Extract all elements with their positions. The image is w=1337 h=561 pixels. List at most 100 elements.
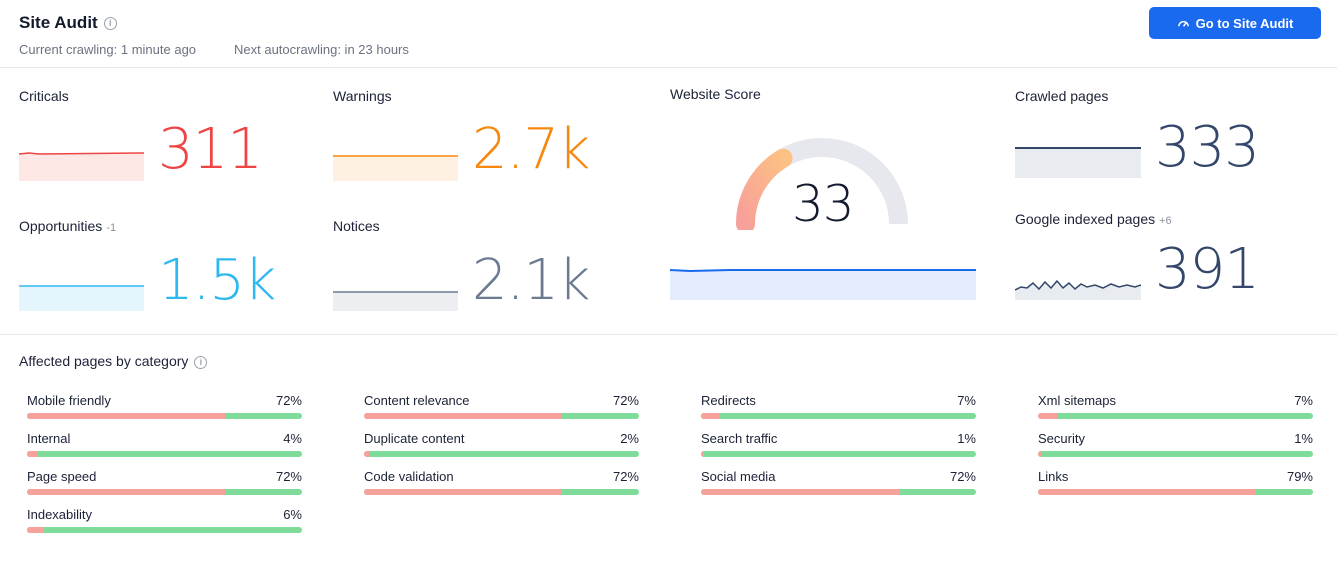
category-progress-fill — [701, 413, 721, 419]
category-progress-bar — [27, 451, 302, 457]
category-progress-fill — [1038, 489, 1256, 495]
category-progress-fill — [364, 489, 562, 495]
crawled-pages-sparkline — [1015, 147, 1141, 178]
category-progress-bar — [364, 489, 639, 495]
category-progress-bar — [701, 413, 976, 419]
category-progress-bar — [27, 413, 302, 419]
category-item[interactable]: Content relevance 72% — [364, 393, 639, 419]
category-percent: 72% — [275, 469, 302, 484]
opportunities-label: Opportunities -1 — [19, 218, 116, 234]
google-indexed-sparkline — [1015, 279, 1141, 300]
next-autocrawling: Next autocrawling: in 23 hours — [234, 42, 409, 57]
category-label: Xml sitemaps — [1038, 393, 1117, 408]
category-percent: 6% — [283, 507, 302, 522]
category-label: Internal — [27, 431, 71, 446]
category-progress-fill — [364, 413, 562, 419]
button-label: Go to Site Audit — [1195, 15, 1294, 31]
score-gauge — [736, 138, 908, 230]
category-percent: 79% — [1286, 469, 1313, 484]
category-progress-fill — [701, 451, 704, 457]
category-label: Social media — [701, 469, 776, 484]
gauge-icon — [1177, 20, 1189, 27]
google-indexed-label: Google indexed pages +6 — [1015, 211, 1172, 227]
go-to-site-audit-button[interactable]: Go to Site Audit — [1149, 7, 1321, 39]
category-progress-fill — [364, 451, 370, 457]
category-progress-bar — [364, 413, 639, 419]
info-icon[interactable]: i — [103, 17, 117, 31]
category-label: Redirects — [701, 393, 756, 408]
criticals-label: Criticals — [19, 88, 69, 104]
category-label: Indexability — [27, 507, 93, 522]
category-item[interactable]: Duplicate content 2% — [364, 431, 639, 457]
category-label: Security — [1038, 431, 1085, 446]
categories-title-text: Affected pages by category — [19, 353, 189, 369]
category-percent: 4% — [283, 431, 302, 446]
category-progress-fill — [1038, 413, 1058, 419]
category-item[interactable]: Xml sitemaps 7% — [1038, 393, 1313, 419]
category-progress-bar — [27, 527, 302, 533]
opportunities-value: 1.5k — [158, 248, 276, 313]
category-label: Duplicate content — [364, 431, 465, 446]
divider — [0, 334, 1337, 335]
category-percent: 72% — [612, 469, 639, 484]
category-item[interactable]: Indexability 6% — [27, 507, 302, 533]
category-progress-bar — [701, 489, 976, 495]
website-score-value: 33 — [792, 175, 855, 233]
gauge-fill — [736, 148, 793, 230]
warnings-value: 2.7k — [472, 117, 590, 182]
category-progress-fill — [27, 451, 38, 457]
category-percent: 72% — [612, 393, 639, 408]
category-item[interactable]: Code validation 72% — [364, 469, 639, 495]
category-item[interactable]: Search traffic 1% — [701, 431, 976, 457]
category-label: Mobile friendly — [27, 393, 111, 408]
score-sparkline — [670, 269, 976, 300]
category-label: Page speed — [27, 469, 97, 484]
category-percent: 72% — [275, 393, 302, 408]
category-progress-bar — [1038, 413, 1313, 419]
notices-label: Notices — [333, 218, 380, 234]
page-title: Site Audit i — [19, 13, 117, 33]
category-label: Content relevance — [364, 393, 470, 408]
category-percent: 1% — [1294, 431, 1313, 446]
category-progress-bar — [27, 489, 302, 495]
category-progress-bar — [701, 451, 976, 457]
website-score-label: Website Score — [670, 86, 761, 102]
categories-title: Affected pages by category i — [19, 353, 208, 369]
category-item[interactable]: Page speed 72% — [27, 469, 302, 495]
category-label: Code validation — [364, 469, 454, 484]
category-item[interactable]: Security 1% — [1038, 431, 1313, 457]
category-progress-fill — [27, 527, 44, 533]
notices-value: 2.1k — [472, 248, 590, 313]
notices-sparkline — [333, 291, 458, 311]
opportunities-text: Opportunities — [19, 218, 103, 234]
category-percent: 1% — [957, 431, 976, 446]
category-progress-fill — [27, 489, 225, 495]
warnings-sparkline — [333, 155, 458, 181]
warnings-label: Warnings — [333, 88, 392, 104]
category-progress-fill — [701, 489, 899, 495]
google-indexed-value: 391 — [1155, 237, 1260, 302]
category-label: Links — [1038, 469, 1069, 484]
category-progress-bar — [1038, 451, 1313, 457]
google-indexed-text: Google indexed pages — [1015, 211, 1156, 227]
category-item[interactable]: Links 79% — [1038, 469, 1313, 495]
divider — [0, 67, 1337, 68]
google-indexed-delta: +6 — [1159, 215, 1172, 227]
info-icon[interactable]: i — [194, 355, 208, 369]
category-progress-fill — [1038, 451, 1041, 457]
category-progress-fill — [27, 413, 225, 419]
category-item[interactable]: Social media 72% — [701, 469, 976, 495]
opportunities-sparkline — [19, 285, 144, 311]
category-percent: 2% — [620, 431, 639, 446]
category-item[interactable]: Redirects 7% — [701, 393, 976, 419]
opportunities-delta: -1 — [106, 222, 117, 234]
category-percent: 72% — [949, 469, 976, 484]
category-item[interactable]: Internal 4% — [27, 431, 302, 457]
title-text: Site Audit — [19, 13, 98, 32]
category-item[interactable]: Mobile friendly 72% — [27, 393, 302, 419]
criticals-value: 311 — [158, 117, 263, 182]
category-progress-bar — [364, 451, 639, 457]
criticals-sparkline — [19, 152, 144, 181]
category-progress-bar — [1038, 489, 1313, 495]
crawled-pages-label: Crawled pages — [1015, 88, 1109, 104]
